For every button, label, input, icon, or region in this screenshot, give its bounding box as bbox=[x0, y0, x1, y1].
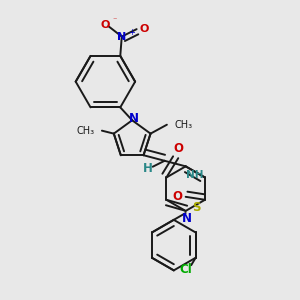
Text: S: S bbox=[192, 201, 200, 214]
Text: CH₃: CH₃ bbox=[174, 120, 192, 130]
Text: +: + bbox=[128, 28, 135, 37]
Text: N: N bbox=[182, 212, 192, 225]
Text: N: N bbox=[129, 112, 139, 125]
Text: O: O bbox=[101, 20, 110, 30]
Text: NH: NH bbox=[186, 169, 203, 179]
Text: ⁻: ⁻ bbox=[112, 15, 116, 24]
Text: O: O bbox=[174, 142, 184, 154]
Text: O: O bbox=[140, 24, 149, 34]
Text: CH₃: CH₃ bbox=[76, 126, 94, 136]
Text: O: O bbox=[173, 190, 183, 203]
Text: N: N bbox=[117, 32, 126, 42]
Text: H: H bbox=[143, 162, 153, 175]
Text: Cl: Cl bbox=[179, 263, 192, 276]
